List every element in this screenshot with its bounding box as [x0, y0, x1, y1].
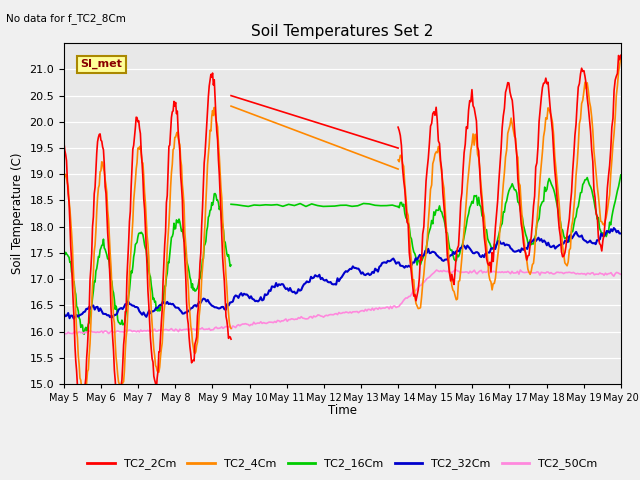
TC2_2Cm [454, 243, 462, 249]
TC2_32Cm [412, 255, 419, 261]
TC2_32Cm [129, 303, 136, 309]
TC2_50Cm [452, 267, 460, 273]
TC2_2Cm [394, 124, 402, 130]
Line: TC2_2Cm: TC2_2Cm [398, 55, 621, 301]
TC2_2Cm [436, 158, 444, 164]
TC2_16Cm [607, 222, 614, 228]
TC2_32Cm [70, 316, 77, 322]
TC2_50Cm [129, 329, 136, 335]
TC2_4Cm [436, 161, 444, 167]
Text: SI_met: SI_met [81, 59, 123, 69]
TC2_50Cm [243, 321, 251, 327]
TC2_2Cm [599, 238, 607, 243]
TC2_4Cm [394, 157, 402, 163]
TC2_32Cm [243, 291, 251, 297]
TC2_50Cm [60, 330, 68, 336]
TC2_16Cm [408, 236, 415, 242]
Legend: TC2_2Cm, TC2_4Cm, TC2_16Cm, TC2_32Cm, TC2_50Cm: TC2_2Cm, TC2_4Cm, TC2_16Cm, TC2_32Cm, TC… [83, 454, 602, 474]
TC2_16Cm [599, 230, 607, 236]
TC2_32Cm [467, 246, 474, 252]
Title: Soil Temperatures Set 2: Soil Temperatures Set 2 [252, 24, 433, 39]
TC2_4Cm [403, 209, 411, 215]
TC2_2Cm [412, 298, 420, 304]
TC2_16Cm [454, 254, 462, 260]
Line: TC2_50Cm: TC2_50Cm [64, 270, 621, 334]
TC2_4Cm [454, 278, 462, 284]
TC2_4Cm [607, 172, 614, 178]
TC2_50Cm [412, 288, 419, 294]
TC2_2Cm [607, 147, 614, 153]
TC2_16Cm [394, 204, 402, 209]
TC2_50Cm [282, 316, 290, 322]
TC2_50Cm [465, 270, 472, 276]
TC2_2Cm [403, 219, 411, 225]
Line: TC2_4Cm: TC2_4Cm [398, 58, 621, 309]
X-axis label: Time: Time [328, 405, 357, 418]
TC2_16Cm [403, 216, 411, 222]
TC2_32Cm [617, 230, 625, 236]
Line: TC2_16Cm: TC2_16Cm [398, 175, 621, 265]
TC2_50Cm [617, 271, 625, 277]
Line: TC2_32Cm: TC2_32Cm [64, 228, 621, 319]
TC2_32Cm [610, 225, 618, 231]
TC2_2Cm [617, 52, 625, 58]
TC2_2Cm [408, 273, 415, 279]
TC2_4Cm [599, 221, 607, 227]
TC2_4Cm [617, 55, 625, 60]
TC2_32Cm [282, 286, 290, 292]
TC2_16Cm [617, 172, 625, 178]
TC2_16Cm [436, 208, 444, 214]
TC2_32Cm [463, 243, 471, 249]
Text: No data for f_TC2_8Cm: No data for f_TC2_8Cm [6, 13, 126, 24]
TC2_50Cm [468, 270, 476, 276]
TC2_16Cm [413, 262, 421, 268]
TC2_4Cm [414, 306, 422, 312]
TC2_50Cm [61, 331, 69, 336]
Y-axis label: Soil Temperature (C): Soil Temperature (C) [11, 153, 24, 275]
TC2_32Cm [60, 311, 68, 317]
TC2_4Cm [408, 259, 415, 265]
